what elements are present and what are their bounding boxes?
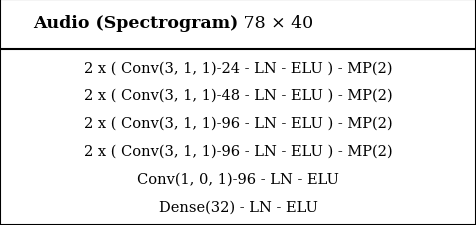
Text: 2 x ( Conv(3, 1, 1)-96 - LN - ELU ) - MP(2): 2 x ( Conv(3, 1, 1)-96 - LN - ELU ) - MP… (84, 144, 392, 158)
Text: Conv(1, 0, 1)-96 - LN - ELU: Conv(1, 0, 1)-96 - LN - ELU (137, 172, 339, 186)
Text: 2 x ( Conv(3, 1, 1)-24 - LN - ELU ) - MP(2): 2 x ( Conv(3, 1, 1)-24 - LN - ELU ) - MP… (84, 61, 392, 75)
Text: 2 x ( Conv(3, 1, 1)-48 - LN - ELU ) - MP(2): 2 x ( Conv(3, 1, 1)-48 - LN - ELU ) - MP… (84, 89, 392, 103)
Text: Audio (Spectrogram): Audio (Spectrogram) (33, 15, 238, 32)
Text: 78 × 40: 78 × 40 (238, 15, 313, 32)
Text: 2 x ( Conv(3, 1, 1)-96 - LN - ELU ) - MP(2): 2 x ( Conv(3, 1, 1)-96 - LN - ELU ) - MP… (84, 116, 392, 130)
Text: Dense(32) - LN - ELU: Dense(32) - LN - ELU (159, 200, 317, 214)
